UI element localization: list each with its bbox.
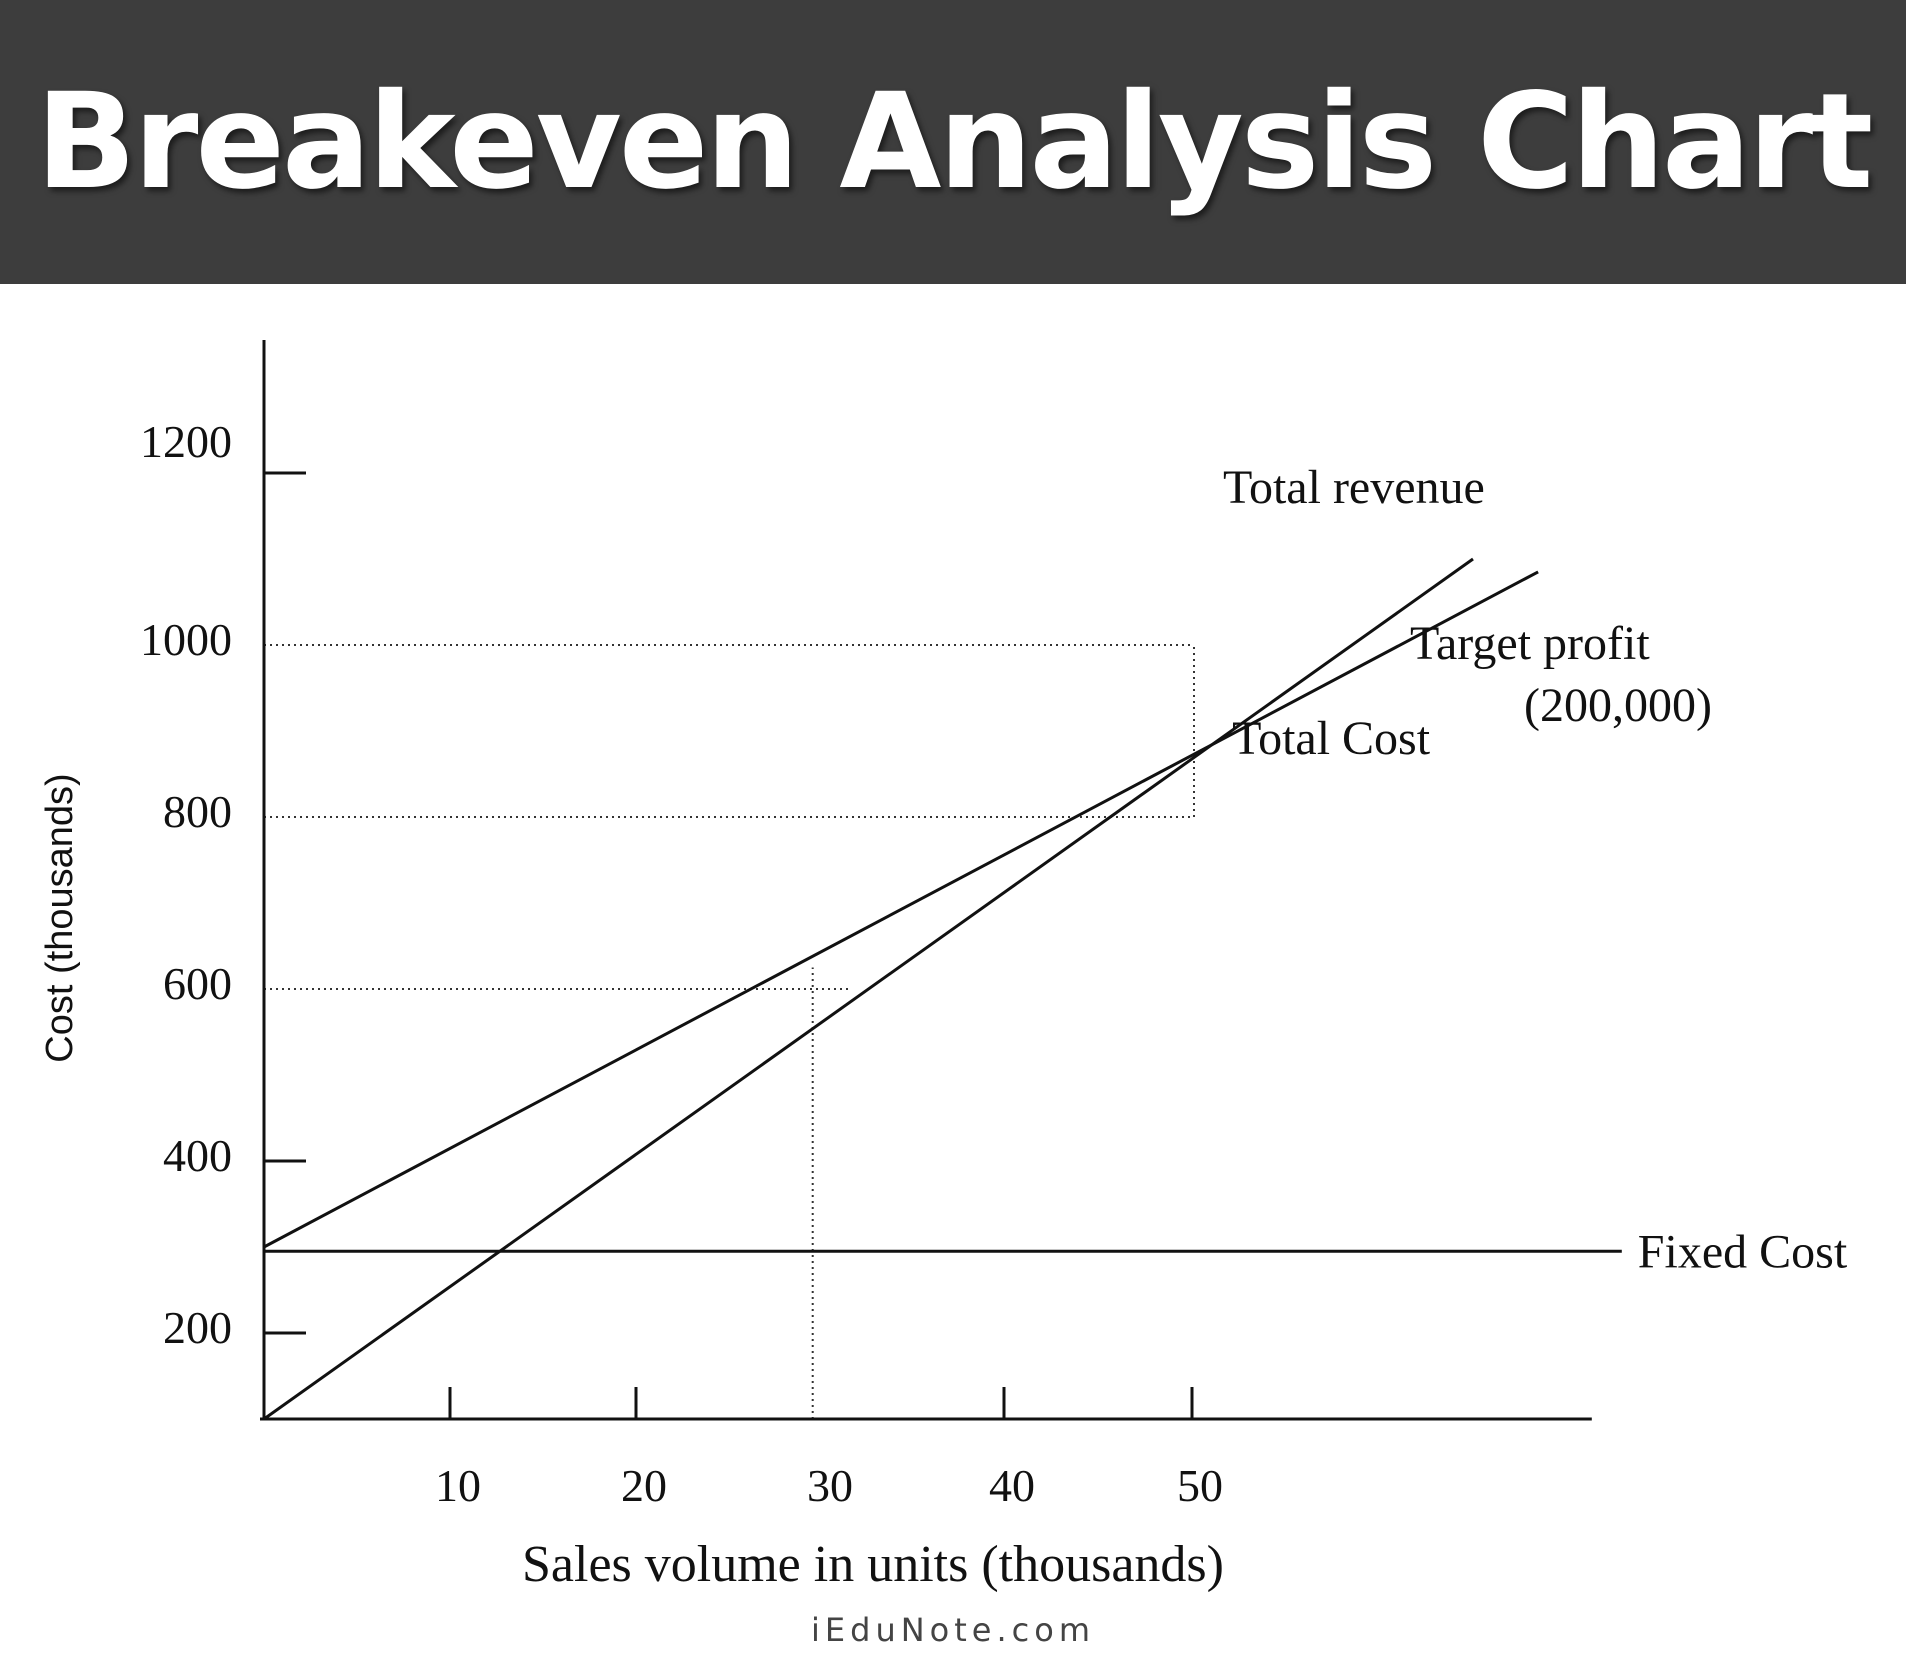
annotation-target-profit: Target profit <box>1410 617 1650 670</box>
y-tick-label-1200: 1200 <box>140 416 232 467</box>
x-axis-title: Sales volume in units (thousands) <box>522 1536 1224 1593</box>
guide-lines <box>264 644 1195 1419</box>
annotation-target-profit-amount: (200,000) <box>1524 679 1712 732</box>
series-line-total-revenue <box>263 557 1474 1421</box>
x-tick-label-10: 10 <box>435 1460 481 1511</box>
series-label-total-cost: Total Cost <box>1232 712 1431 765</box>
series-line-total-cost <box>263 570 1539 1249</box>
y-tick-label-200: 200 <box>163 1302 232 1353</box>
y-tick-label-800: 800 <box>163 786 232 837</box>
y-axis-title: Cost (thousands) <box>39 773 81 1062</box>
x-tick-label-50: 50 <box>1177 1460 1223 1511</box>
x-tick-label-20: 20 <box>621 1460 667 1511</box>
breakeven-chart: 200 400 600 800 1000 1200 10 20 30 40 50 Total rev… <box>39 340 1848 1649</box>
title-banner: Breakeven Analysis Chart <box>0 0 1906 284</box>
page-title: Breakeven Analysis Chart <box>35 65 1874 219</box>
y-tick-label-1000: 1000 <box>140 614 232 665</box>
x-tick-label-40: 40 <box>989 1460 1035 1511</box>
axes <box>260 340 1592 1421</box>
site-credit: iEduNote.com <box>811 1611 1095 1649</box>
ticks: 200 400 600 800 1000 1200 10 20 30 40 50 <box>140 416 1223 1511</box>
y-tick-label-600: 600 <box>163 958 232 1009</box>
series-label-total-revenue: Total revenue <box>1223 461 1485 514</box>
labels: Total revenue Total Cost Fixed Cost <box>1223 461 1848 1278</box>
x-tick-label-30: 30 <box>807 1460 853 1511</box>
y-tick-label-400: 400 <box>163 1130 232 1181</box>
series-label-fixed-cost: Fixed Cost <box>1638 1225 1848 1278</box>
series-lines <box>263 557 1622 1421</box>
